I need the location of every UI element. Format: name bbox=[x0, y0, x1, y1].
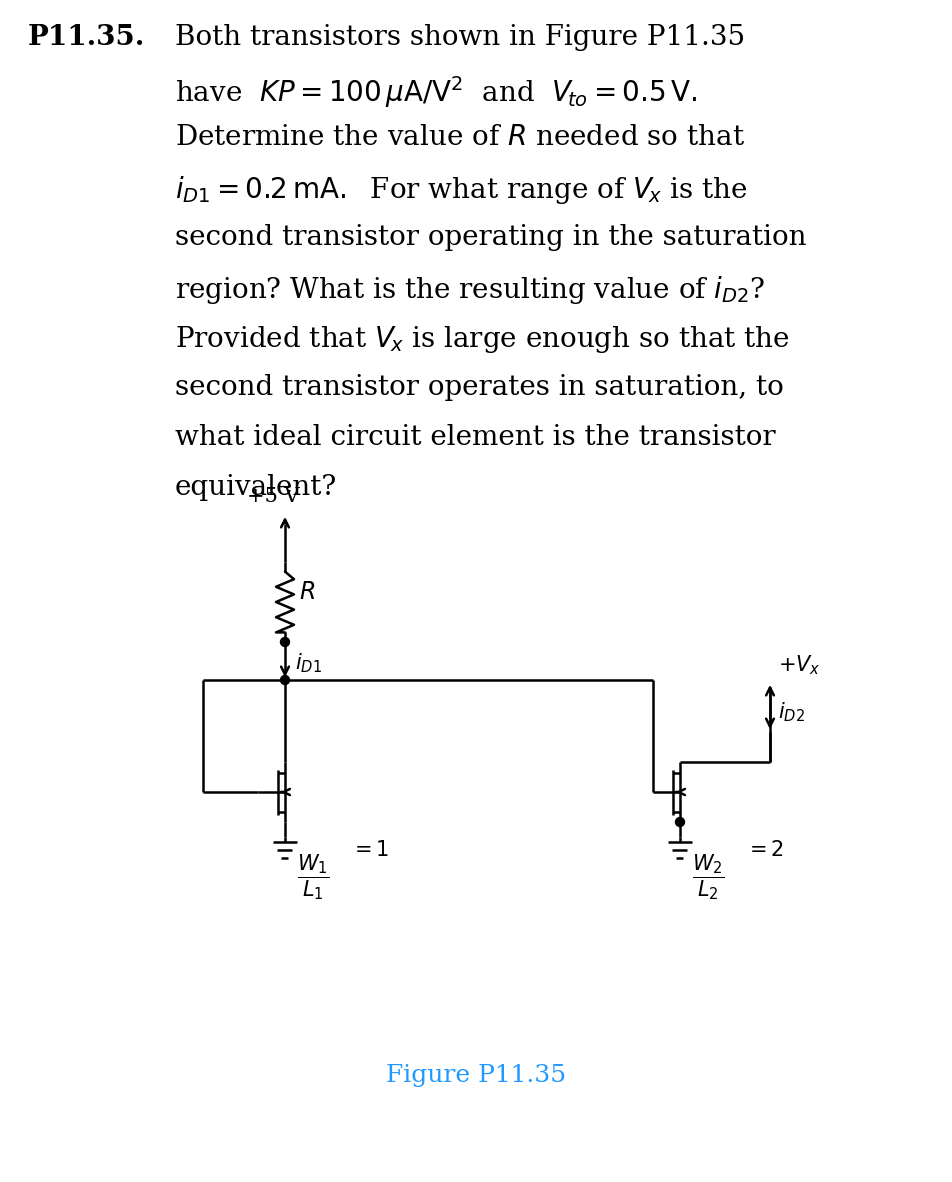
Circle shape bbox=[280, 675, 289, 684]
Circle shape bbox=[280, 637, 289, 647]
Text: equivalent?: equivalent? bbox=[175, 474, 337, 501]
Text: second transistor operating in the saturation: second transistor operating in the satur… bbox=[175, 225, 805, 251]
Text: P11.35.: P11.35. bbox=[28, 24, 146, 51]
Text: region? What is the resulting value of $\mathit{i}_{D2}$?: region? What is the resulting value of $… bbox=[175, 274, 764, 306]
Text: $+ V_x$: $+ V_x$ bbox=[777, 654, 820, 677]
Text: Determine the value of $\mathit{R}$ needed so that: Determine the value of $\mathit{R}$ need… bbox=[175, 124, 744, 151]
Circle shape bbox=[675, 818, 684, 826]
Text: Provided that $\mathit{V}_{\!x}$ is large enough so that the: Provided that $\mathit{V}_{\!x}$ is larg… bbox=[175, 324, 789, 355]
Text: +5 V: +5 V bbox=[247, 487, 299, 506]
Text: $R$: $R$ bbox=[299, 580, 315, 604]
Text: have  $\mathit{KP} = 100\,\mu\mathrm{A/V}^2$  and  $\mathit{V}_{\!to} = 0.5\,\ma: have $\mathit{KP} = 100\,\mu\mathrm{A/V}… bbox=[175, 74, 697, 110]
Text: $\dfrac{W_2}{L_2}$: $\dfrac{W_2}{L_2}$ bbox=[691, 852, 724, 902]
Text: what ideal circuit element is the transistor: what ideal circuit element is the transi… bbox=[175, 424, 775, 452]
Text: $i_{D2}$: $i_{D2}$ bbox=[777, 701, 804, 725]
Text: $i_{D1}$: $i_{D1}$ bbox=[295, 651, 322, 675]
Text: Figure P11.35: Figure P11.35 bbox=[386, 1064, 565, 1087]
Text: $\mathit{i}_{D1} = 0.2\,\mathrm{mA.}$  For what range of $\mathit{V}_{\!x}$ is t: $\mathit{i}_{D1} = 0.2\,\mathrm{mA.}$ Fo… bbox=[175, 174, 746, 206]
Text: second transistor operates in saturation, to: second transistor operates in saturation… bbox=[175, 374, 783, 401]
Text: Both transistors shown in Figure P11.35: Both transistors shown in Figure P11.35 bbox=[175, 24, 744, 51]
Text: $\dfrac{W_1}{L_1}$: $\dfrac{W_1}{L_1}$ bbox=[297, 852, 329, 902]
Text: $= 2$: $= 2$ bbox=[744, 840, 783, 860]
Text: $= 1$: $= 1$ bbox=[349, 840, 388, 860]
